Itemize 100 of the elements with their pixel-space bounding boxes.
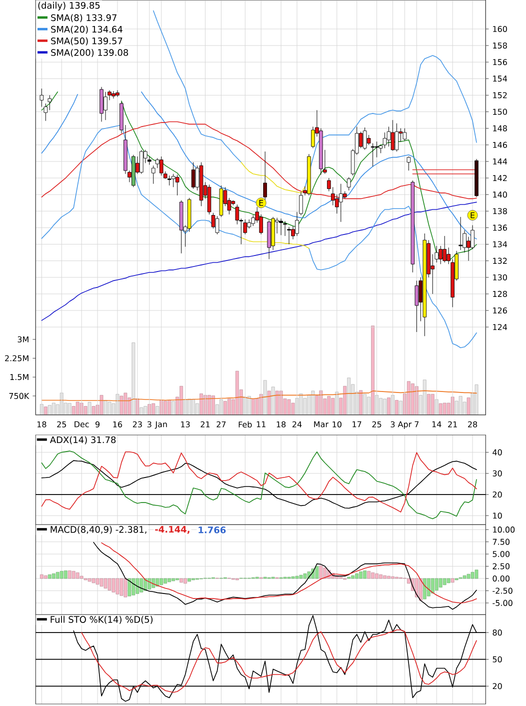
bar <box>192 399 195 415</box>
bar <box>474 570 478 579</box>
legend-label: SMA(200) 139.08 <box>51 48 128 57</box>
x-tick-label: 10 <box>332 421 342 428</box>
y2-tick-label: 1.5M <box>10 374 28 380</box>
bar <box>426 394 430 415</box>
y-tick-label: 20 <box>492 683 502 690</box>
bar <box>164 400 168 415</box>
bar <box>251 398 255 415</box>
bar <box>263 380 267 415</box>
bar <box>44 406 48 415</box>
series-label: MACD(8,40,9) -2.381, <box>50 526 146 534</box>
bar <box>160 578 164 586</box>
legend-label: Full STO %K(14) %D(5) <box>50 616 153 624</box>
bar <box>462 575 466 579</box>
bar <box>172 578 175 582</box>
candlestick <box>390 120 395 151</box>
bar <box>235 370 239 415</box>
candlestick <box>191 162 196 190</box>
bar <box>40 574 44 579</box>
x-tick-label: 18 <box>276 421 286 428</box>
x-tick-label: Jan <box>154 421 167 429</box>
candlestick <box>48 94 52 110</box>
bar <box>363 394 366 415</box>
candlestick <box>235 204 240 225</box>
y-tick-label: 126 <box>493 307 507 314</box>
bar <box>422 578 426 600</box>
y-tick-label: 10.00 <box>493 526 515 533</box>
bar <box>359 572 362 579</box>
x-tick-label: 17 <box>352 421 362 428</box>
y-tick-label: 146 <box>493 142 507 148</box>
y-tick-label: 0.00 <box>492 575 510 582</box>
candlestick <box>438 246 443 264</box>
y-tick-label: 128 <box>493 290 507 297</box>
y-tick-label: 144 <box>493 158 508 164</box>
y-tick-label: 80 <box>492 630 502 636</box>
bar <box>96 578 100 585</box>
bar <box>275 390 279 415</box>
candlestick <box>362 127 367 150</box>
y-tick-label: 10 <box>493 512 502 519</box>
candlestick <box>283 220 287 236</box>
bar <box>379 398 382 415</box>
bar <box>112 578 116 592</box>
bar <box>92 406 96 415</box>
bar <box>387 576 390 579</box>
y-tick-label: 124 <box>493 324 508 330</box>
bar <box>104 400 108 415</box>
candlestick <box>151 165 156 184</box>
bar <box>474 384 478 415</box>
bar <box>164 578 168 584</box>
bar <box>44 575 48 579</box>
x-tick-label: 18 <box>37 421 46 428</box>
y-tick-label: 5.00 <box>492 551 510 558</box>
candlestick <box>112 90 116 99</box>
bar <box>80 402 84 415</box>
bar <box>128 578 132 596</box>
candlestick <box>104 92 108 120</box>
candlestick <box>116 90 120 98</box>
bar <box>422 380 426 415</box>
candlestick <box>414 280 419 332</box>
bar <box>140 578 144 592</box>
x-tick-label: 24 <box>292 421 302 428</box>
bar <box>156 406 160 415</box>
bar <box>419 578 422 601</box>
y-tick-label: 138 <box>493 208 507 214</box>
legend-label: SMA(50) 139.57 <box>51 37 122 46</box>
bar <box>140 407 144 415</box>
bar <box>188 398 191 415</box>
bar <box>100 578 104 586</box>
bar <box>100 395 104 415</box>
y-tick-label: 132 <box>493 258 507 264</box>
y-tick-label: 154 <box>493 76 508 82</box>
y2-tick-label: 3M <box>18 336 28 342</box>
bar <box>407 381 410 415</box>
x-tick-label: 23 <box>132 421 142 428</box>
x-tick-label: 13 <box>181 421 190 428</box>
bar <box>196 403 199 415</box>
y-tick-label: 148 <box>493 125 507 132</box>
bar <box>371 572 374 579</box>
bar <box>466 574 470 579</box>
bar <box>180 386 183 415</box>
bar <box>152 578 156 588</box>
bar <box>144 406 148 415</box>
bar <box>442 402 446 415</box>
bar <box>180 578 183 583</box>
bar <box>124 392 128 415</box>
y-tick-label: 136 <box>493 224 507 231</box>
x-tick-label: 28 <box>468 421 478 428</box>
x-tick-label: Feb <box>238 421 252 428</box>
candlestick <box>394 123 399 152</box>
bar <box>426 578 430 596</box>
x-tick-label: 21 <box>200 421 210 428</box>
bar <box>88 578 92 582</box>
bar <box>438 578 442 588</box>
bar <box>48 405 52 415</box>
candlestick <box>406 156 411 171</box>
bar <box>411 383 414 415</box>
bar <box>136 578 140 594</box>
bar <box>92 578 96 584</box>
bar <box>120 578 124 596</box>
